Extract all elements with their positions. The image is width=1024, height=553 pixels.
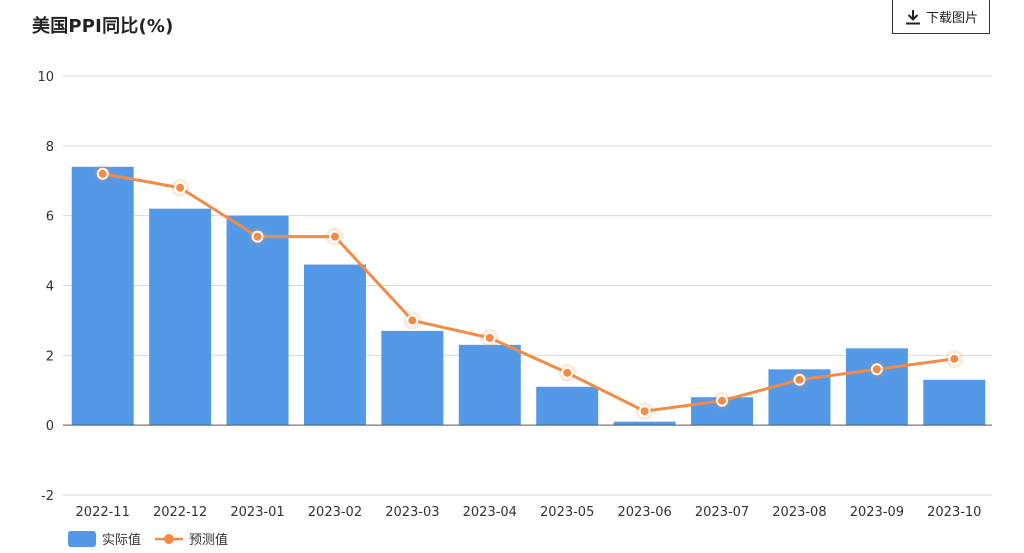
x-tick-label: 2023-02 [308,505,362,520]
legend-item-forecast[interactable]: 预测值 [155,529,228,548]
y-tick-label: 4 [46,280,54,295]
x-tick-label: 2023-08 [772,505,826,520]
forecast-point-2023-10[interactable] [948,352,961,365]
bar-actual-2023-10[interactable] [923,379,986,426]
forecast-point-2023-09[interactable] [870,363,883,376]
x-tick-label: 2023-01 [230,505,284,520]
x-tick-label: 2022-12 [153,505,207,520]
forecast-point-2023-01[interactable] [251,230,264,243]
bar-series [71,166,986,426]
bar-actual-2022-11[interactable] [71,166,134,426]
bar-actual-2023-03[interactable] [381,330,444,426]
grid-lines [63,75,992,496]
tick-labels: -2 0 2 4 6 8 10 2022-11 2022-12 2023-01 2023-02 202… [37,70,981,520]
x-tick-label: 2023-07 [695,505,749,520]
download-icon [904,8,922,26]
line-series [93,164,964,421]
legend-label-actual: 实际值 [102,533,142,548]
x-tick-label: 2023-09 [850,505,904,520]
legend-label-forecast: 预测值 [189,533,229,548]
bar-actual-2023-09[interactable] [845,348,908,426]
forecast-point-2023-03[interactable] [406,314,419,327]
forecast-point-2022-12[interactable] [174,181,187,194]
x-tick-label: 2023-10 [927,505,981,520]
x-tick-label: 2023-04 [463,505,517,520]
forecast-point-2023-05[interactable] [561,366,574,379]
bar-actual-2023-02[interactable] [303,264,366,426]
y-tick-label: 6 [46,210,54,225]
download-image-button[interactable]: 下载图片 [892,0,990,34]
bar-actual-2023-01[interactable] [226,215,289,426]
forecast-line [102,172,955,413]
bar-actual-2023-04[interactable] [458,344,521,426]
y-tick-label: 8 [46,140,54,155]
y-tick-label: 10 [37,70,54,85]
x-tick-label: 2023-03 [385,505,439,520]
bar-actual-2022-12[interactable] [149,208,212,426]
forecast-point-2022-11[interactable] [96,167,109,180]
y-tick-label: 0 [46,419,54,434]
x-tick-label: 2022-11 [76,505,130,520]
x-tick-label: 2023-06 [617,505,671,520]
y-tick-label: -2 [41,489,54,504]
legend-line-swatch [155,533,184,544]
chart-legend: 实际值 预测值 [68,529,242,548]
download-label: 下载图片 [925,11,978,26]
chart-title: 美国PPI同比(%) [32,16,174,37]
bar-actual-2023-05[interactable] [536,386,599,426]
forecast-point-2023-02[interactable] [328,230,341,243]
legend-bar-swatch [68,530,96,547]
legend-item-actual[interactable]: 实际值 [68,529,141,548]
x-tick-label: 2023-05 [540,505,594,520]
y-tick-label: 2 [46,349,54,364]
forecast-point-2023-06[interactable] [638,405,651,418]
bar-actual-2023-06[interactable] [613,421,676,426]
forecast-point-2023-04[interactable] [483,331,496,344]
forecast-point-2023-08[interactable] [793,373,806,386]
forecast-point-2023-07[interactable] [716,394,729,407]
